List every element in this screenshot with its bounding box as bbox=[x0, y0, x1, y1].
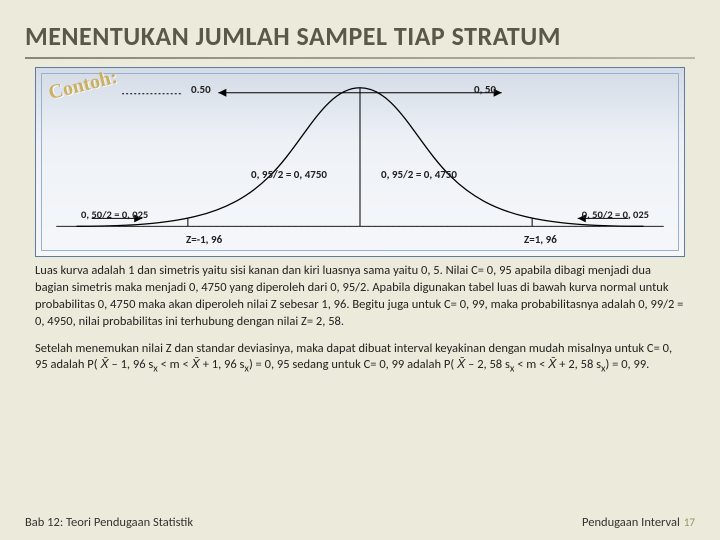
label-right-half: 0, 50 bbox=[474, 83, 496, 96]
label-z-right: Z=1, 96 bbox=[524, 233, 557, 246]
label-left-area: 0, 95/2 = 0, 4750 bbox=[251, 168, 327, 181]
label-right-area: 0, 95/2 = 0, 4750 bbox=[381, 168, 457, 181]
title-underline bbox=[25, 57, 695, 59]
label-right-tail: 0, 50/2 = 0, 025 bbox=[582, 208, 649, 221]
label-z-left: Z=-1, 96 bbox=[186, 233, 222, 246]
curve-svg bbox=[36, 68, 684, 256]
page-title: MENENTUKAN JUMLAH SAMPEL TIAP STRATUM bbox=[0, 0, 720, 57]
paragraph-1: Luas kurva adalah 1 dan simetris yaitu s… bbox=[35, 263, 685, 331]
footer-right: Pendugaan Interval17 bbox=[582, 515, 695, 530]
paragraph-2: Setelah menemukan nilai Z dan standar de… bbox=[35, 341, 685, 376]
body-text: Luas kurva adalah 1 dan simetris yaitu s… bbox=[35, 263, 685, 376]
page-number: 17 bbox=[684, 516, 695, 529]
footer-left: Bab 12: Teori Pendugaan Statistik bbox=[25, 515, 193, 530]
label-left-tail: 0, 50/2 = 0, 025 bbox=[81, 208, 148, 221]
label-left-half: 0.50 bbox=[191, 83, 211, 96]
normal-curve-chart: Contoh: 0.50 0, 50 0, 95/2 = 0, 4750 0, … bbox=[35, 67, 685, 257]
footer: Bab 12: Teori Pendugaan Statistik Pendug… bbox=[25, 515, 695, 530]
